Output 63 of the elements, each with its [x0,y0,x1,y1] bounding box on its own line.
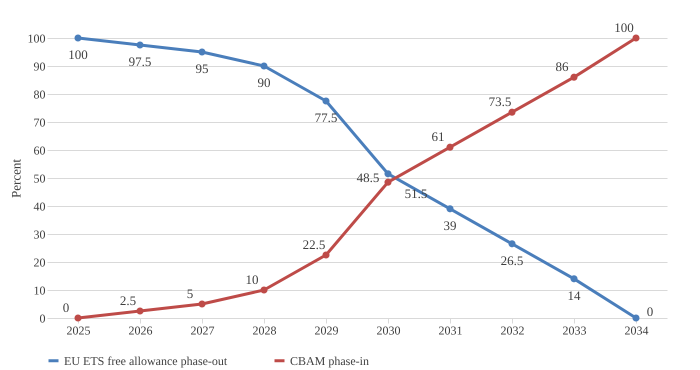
x-tick-label: 2025 [66,324,90,338]
x-tick-label: 2033 [562,324,586,338]
y-tick-label: 50 [34,172,46,186]
y-tick-label: 90 [34,60,46,74]
x-tick-label: 2029 [314,324,338,338]
data-label: 48.5 [356,170,380,186]
point [74,314,82,322]
data-label: 77.5 [314,110,338,125]
data-label: 86 [556,59,569,74]
x-tick-label: 2030 [376,324,400,338]
data-label: 95 [196,61,208,76]
data-label: 14 [568,288,581,303]
y-tick-label: 80 [34,88,46,102]
data-label: 100 [68,47,88,62]
data-label: 61 [432,129,444,144]
point [136,41,144,49]
point [260,62,268,70]
data-label: 0 [62,300,70,315]
point [508,108,516,116]
legend-label: EU ETS free allowance phase-out [64,354,228,368]
x-tick-label: 2026 [128,324,152,338]
point [322,251,330,259]
y-tick-label: 40 [34,200,46,214]
point [136,307,144,315]
data-label: 10 [246,272,258,287]
y-tick-label: 30 [34,228,46,242]
point [632,34,640,42]
x-tick-label: 2032 [500,324,524,338]
data-label: 90 [258,75,270,90]
point [74,34,82,42]
point [446,205,454,212]
point [322,97,330,105]
y-tick-label: 20 [34,256,46,270]
x-tick-label: 2028 [252,324,276,338]
y-axis-title: Percent [8,158,24,198]
data-label: 0 [646,304,654,319]
y-tick-label: 70 [34,116,46,130]
data-label: 5 [186,286,194,301]
data-label: 100 [614,20,634,35]
point [198,300,206,308]
point [632,314,640,322]
point [198,48,206,56]
y-tick-label: 0 [40,312,46,326]
data-label: 39 [444,218,456,233]
y-tick-label: 60 [34,144,46,158]
x-tick-label: 2034 [624,324,648,338]
point [384,178,392,186]
point [508,240,516,248]
point [570,74,578,81]
point [570,275,578,282]
data-label: 22.5 [302,237,326,252]
data-label: 73.5 [488,94,512,110]
x-tick-label: 2031 [438,324,462,338]
data-label: 97.5 [128,54,152,69]
data-label: 26.5 [500,252,524,268]
x-tick-label: 2027 [190,324,214,338]
y-tick-label: 100 [28,32,46,46]
data-label: 2.5 [120,293,136,308]
legend-label: CBAM phase-in [290,354,369,368]
point [260,286,268,294]
point [446,144,454,151]
point [384,170,392,178]
y-tick-label: 10 [34,284,46,298]
